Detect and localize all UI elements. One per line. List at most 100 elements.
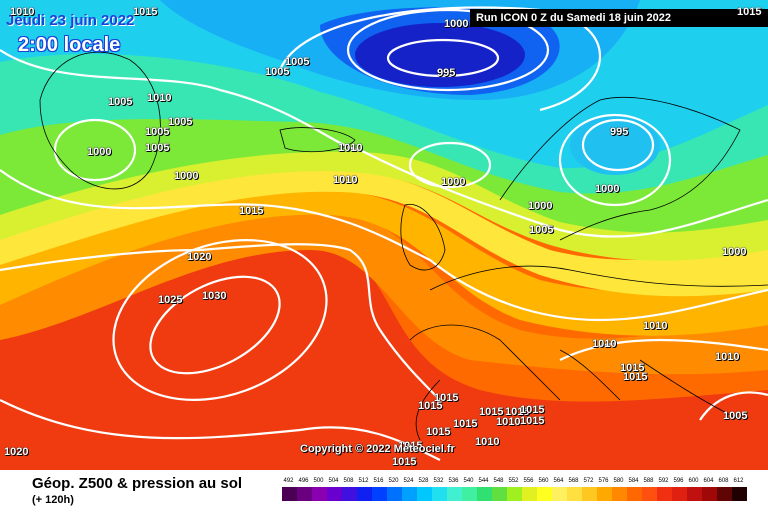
forecast-lead-time: (+ 120h) [32,494,74,506]
isobar-label: 1015 [620,362,645,374]
band-yellow [0,168,768,297]
scale-swatch [447,487,462,501]
isobar-label: 1000 [87,146,112,158]
isobar-label: 1005 [145,126,170,138]
isobar-1015-south [0,399,441,461]
scale-tick-label: 588 [643,478,654,484]
scale-swatch [552,487,567,501]
isobar-label: 1005 [529,224,554,236]
copyright-text: Copyright © 2022 Meteociel.fr [300,443,455,455]
isobar-label: 1020 [187,251,212,263]
isobar-label: 1010 [715,351,740,363]
scale-tick-label: 544 [478,478,489,484]
chart-title: Géop. Z500 & pression au sol [32,475,243,492]
isobar-label: 995 [610,126,629,138]
isobar-label: 1010 [338,142,363,154]
isobar-label: 1020 [4,446,29,458]
scale-tick-label: 576 [598,478,609,484]
scale-swatch [702,487,717,501]
isobar-label: 1015 [505,406,530,418]
scale-tick-label: 504 [328,478,339,484]
scale-tick-label: 528 [418,478,429,484]
scale-swatch [387,487,402,501]
scale-swatch [567,487,582,501]
scale-swatch [432,487,447,501]
scale-swatch [417,487,432,501]
forecast-date: Jeudi 23 juin 2022 [6,12,135,29]
scale-tick-label: 596 [673,478,684,484]
scale-swatch [372,487,387,501]
scale-tick-label: 556 [523,478,534,484]
coast-greenland [39,51,161,190]
coast-iceland [279,127,356,153]
scale-tick-label: 536 [448,478,459,484]
scale-tick-label: 540 [463,478,474,484]
isobar-label: 1000 [528,200,553,212]
scale-tick-label: 492 [283,478,294,484]
band-red [0,236,768,470]
isobar-1015 [0,169,768,322]
scale-swatch [492,487,507,501]
isobar-label: 1010 [10,6,35,18]
coast-british-isles [400,203,446,271]
isobar-label: 1025 [158,294,183,306]
isobar-label: 1015 [426,426,451,438]
isobar-label: 1010 [643,320,668,332]
isobar-label: 1015 [520,404,545,416]
isobar-1005-east [699,391,768,421]
scale-tick-label: 548 [493,478,504,484]
coast-scandinavia [499,97,741,241]
scale-tick-label: 496 [298,478,309,484]
scale-swatch [312,487,327,501]
isobar-1000-scandinavia [558,113,672,207]
isobar-label: 995 [437,67,456,79]
isobar-label: 1010 [333,174,358,186]
isobar-1010-west [0,49,768,238]
scale-tick-label: 568 [568,478,579,484]
scale-tick-label: 612 [733,478,744,484]
isobar-label: 1015 [623,371,648,383]
scale-tick-label: 604 [703,478,714,484]
isobar-label: 1010 [475,436,500,448]
isobar-label: 1015 [520,415,545,427]
isobar-label: 1005 [108,96,133,108]
scale-swatch [297,487,312,501]
scale-swatch [627,487,642,501]
scale-swatch [537,487,552,501]
isobar-1025 [112,239,328,401]
scale-swatch [522,487,537,501]
scale-tick-label: 608 [718,478,729,484]
scale-tick-label: 560 [538,478,549,484]
isobar-label: 1000 [444,18,469,30]
isobar-1000-greenland [53,118,137,182]
scale-swatch [597,487,612,501]
scale-tick-label: 564 [553,478,564,484]
isobar-label: 1030 [202,290,227,302]
coastlines [39,51,768,441]
scale-tick-label: 552 [508,478,519,484]
scale-swatch [477,487,492,501]
isobar-995-north [386,38,500,78]
isobar-label: 1000 [722,246,747,258]
isobar-label: 1010 [496,416,521,428]
forecast-time: 2:00 locale [18,34,121,56]
scale-swatch [612,487,627,501]
isobar-label: 1005 [723,410,748,422]
scale-swatch [732,487,747,501]
scale-tick-label: 572 [583,478,594,484]
scale-tick-label: 584 [628,478,639,484]
scale-tick-label: 520 [388,478,399,484]
isobar-label: 1015 [434,392,459,404]
scale-tick-label: 512 [358,478,369,484]
isobar-1000-north [346,8,550,92]
isobar-1020 [0,243,441,401]
isobar-label: 1005 [265,66,290,78]
scale-swatch [327,487,342,501]
isobar-label: 1005 [285,56,310,68]
isobar-label: 1005 [145,142,170,154]
scale-swatch [687,487,702,501]
isobar-label: 1005 [168,116,193,128]
isobar-1010-east [559,338,768,361]
scale-tick-label: 516 [373,478,384,484]
